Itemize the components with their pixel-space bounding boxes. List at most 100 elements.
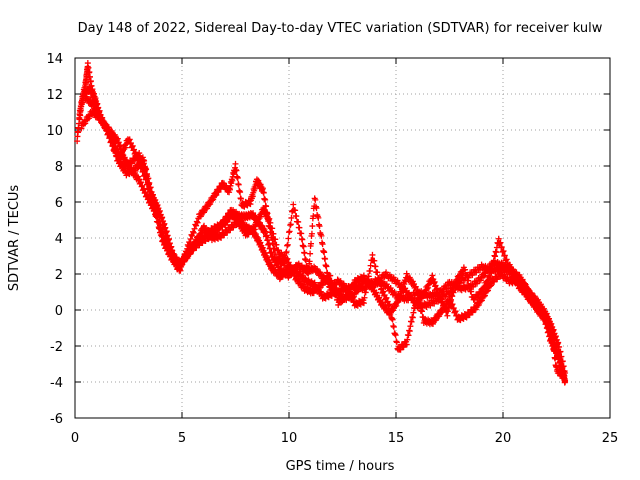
data-point [273,241,280,248]
data-point [367,262,374,269]
data-point [308,230,315,237]
series-track-1 [74,60,569,384]
data-point [477,277,484,284]
data-point [270,230,277,237]
data-point [110,143,117,150]
data-point [315,214,322,221]
data-point [191,225,198,232]
data-point [142,165,149,172]
data-point [313,205,320,212]
data-point [147,188,154,195]
data-point [470,283,477,290]
data-point [374,269,381,276]
data-point [260,189,267,196]
data-point [319,241,326,248]
data-point [327,272,334,279]
data-point [462,266,469,273]
data-point [235,181,242,188]
data-point [267,219,274,226]
data-point [298,230,305,237]
y-tick-label: -4 [50,376,63,391]
y-tick-label: 4 [55,232,63,247]
data-point [371,257,378,264]
data-point [418,308,425,315]
data-point [463,272,470,279]
data-point [144,173,151,180]
data-point [145,181,152,188]
x-tick-label: 10 [281,431,298,446]
data-point [281,262,288,269]
data-point [318,232,325,239]
y-tick-label: -6 [50,412,63,427]
data-point [288,214,295,221]
data-point [369,251,376,258]
data-point [375,275,382,282]
x-tick-label: 15 [388,431,405,446]
data-point [362,289,369,296]
data-point [305,268,312,275]
data-point [234,174,241,181]
data-point [150,202,157,209]
data-point [333,291,340,298]
y-axis-label: SDTVAR / TECUs [7,185,22,292]
data-point [112,147,119,154]
data-point [290,201,297,208]
data-point [106,128,113,135]
data-point [189,232,196,239]
data-point [299,236,306,243]
data-point [186,239,193,246]
data-point [262,196,269,203]
data-point [323,263,330,270]
data-point [152,207,159,214]
data-point [389,316,396,323]
data-point [417,302,424,309]
data-point [468,288,475,295]
y-tick-label: 12 [46,88,63,103]
data-point [153,213,160,220]
data-point [306,258,313,265]
data-point [193,218,200,225]
data-point [295,218,302,225]
x-tick-label: 5 [178,431,186,446]
y-tick-label: 14 [46,52,63,67]
y-axis: -6 -4 -2 0 2 4 6 8 10 12 14 [46,52,610,427]
data-point [377,280,384,287]
data-point [330,282,337,289]
data-point [415,296,422,303]
x-tick-label: 20 [495,431,512,446]
data-point [337,290,344,297]
data-point [194,219,201,226]
data-point [141,157,148,164]
data-point [372,263,379,270]
data-point [466,283,473,290]
data-point [285,235,292,242]
data-point [292,207,299,214]
data-point [322,256,329,263]
data-point [301,250,308,257]
data-point [149,196,156,203]
data-point [367,268,374,275]
data-point [307,250,314,257]
series-track-3 [82,93,566,382]
data-point [269,225,276,232]
data-point [78,125,85,132]
data-point [86,115,93,122]
data-point [238,195,245,202]
series-track-2 [76,83,569,376]
data-point [296,224,303,231]
data-point [293,213,300,220]
series-track-4 [78,107,569,386]
data-point [393,339,400,346]
data-points [74,60,569,386]
data-point [309,223,316,230]
data-point [283,248,290,255]
data-point [312,196,319,203]
chart-title: Day 148 of 2022, Sidereal Day-to-day VTE… [78,21,603,36]
data-point [361,294,368,301]
data-point [284,241,291,248]
data-point [109,138,116,145]
y-tick-label: 10 [46,124,63,139]
x-axis: 0 5 10 15 20 25 [71,58,618,446]
y-tick-label: -2 [50,340,63,355]
y-tick-label: 8 [55,160,63,175]
